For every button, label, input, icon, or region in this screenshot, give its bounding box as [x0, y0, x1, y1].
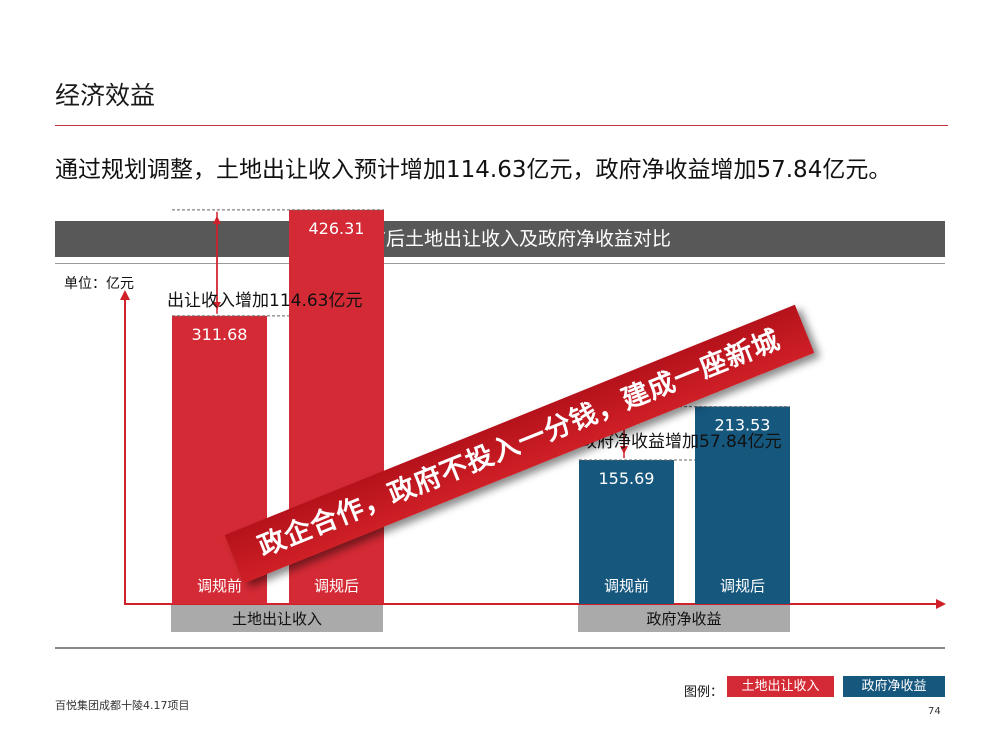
bar-category-label: 调规后 [720, 577, 765, 595]
legend-label: 图例： [684, 685, 724, 700]
bar-category-label: 调规前 [197, 577, 242, 595]
category-label: 政府净收益 [646, 610, 721, 628]
bar-value-label: 155.69 [599, 469, 655, 488]
chart-title-divider [55, 263, 945, 264]
title-divider [55, 125, 948, 126]
summary-text: 通过规划调整，土地出让收入预计增加114.63亿元，政府净收益增加57.84亿元… [55, 157, 892, 183]
increase-annotation: 出让收入增加114.63亿元 [167, 291, 362, 311]
footer-text: 百悦集团成都十陵4.17项目 [55, 699, 190, 712]
unit-label: 单位：亿元 [64, 276, 134, 292]
legend-item-government-net-income: 政府净收益 [843, 676, 945, 697]
bar-value-label: 213.53 [715, 416, 771, 435]
bar-category-label: 调规前 [604, 577, 649, 595]
chart-title-bar: 调规前后土地出让收入及政府净收益对比 [55, 221, 945, 257]
page-title: 经济效益 [55, 81, 156, 110]
page-number: 74 [928, 706, 941, 717]
category-box [578, 605, 790, 632]
bottom-divider [55, 647, 945, 649]
legend-item-land-revenue: 土地出让收入 [727, 676, 834, 697]
category-box [171, 605, 383, 632]
bar-gov-after [695, 406, 790, 604]
bar-value-label: 426.31 [309, 219, 365, 238]
category-label: 土地出让收入 [232, 610, 322, 628]
bar-value-label: 311.68 [192, 325, 248, 344]
bar-category-label: 调规后 [314, 577, 359, 595]
increase-annotation: 政府净收益增加57.84亿元 [580, 432, 782, 452]
bar-gov-before [579, 460, 674, 604]
